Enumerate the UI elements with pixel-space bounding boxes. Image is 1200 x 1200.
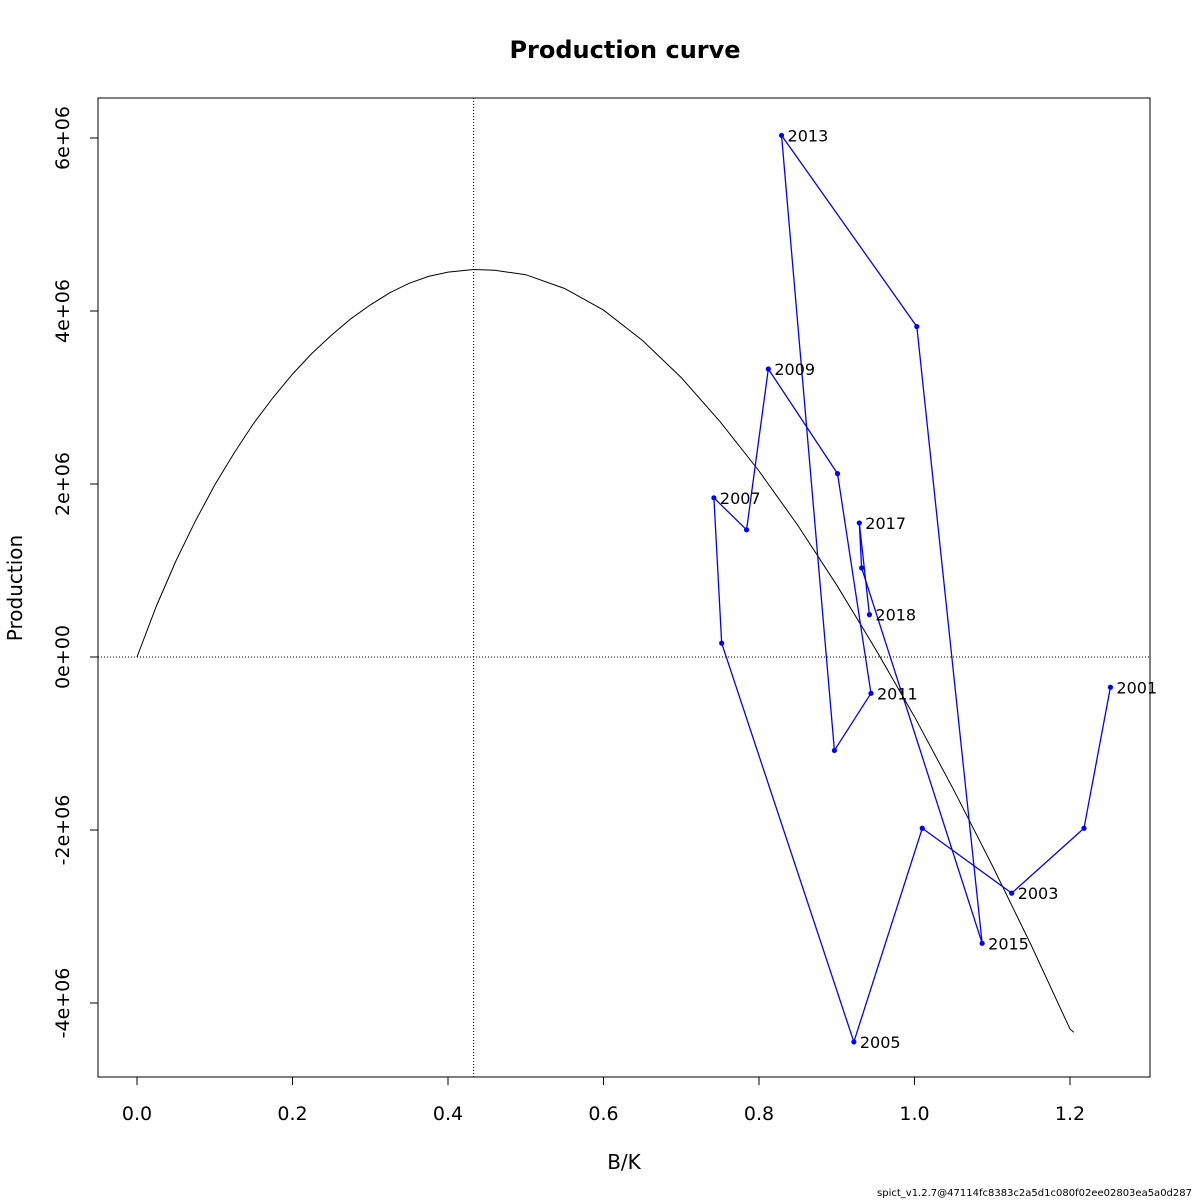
year-label: 2005 xyxy=(860,1033,901,1052)
y-tick-label: 6e+06 xyxy=(52,106,74,170)
x-tick-label: 1.0 xyxy=(899,1103,929,1125)
trajectory-segment xyxy=(853,828,923,1043)
trajectory-point xyxy=(1009,890,1015,896)
year-label: 2017 xyxy=(865,514,906,533)
year-label: 2011 xyxy=(877,684,918,703)
chart-title: Production curve xyxy=(509,36,740,64)
year-label: 2013 xyxy=(788,126,829,145)
trajectory-point xyxy=(719,640,725,646)
trajectory-segment xyxy=(745,368,769,530)
trajectory-point xyxy=(831,747,838,754)
trajectory-point xyxy=(834,471,841,477)
trajectory-point xyxy=(765,366,771,372)
year-label: 2009 xyxy=(774,360,815,379)
trajectory-segment xyxy=(780,135,836,751)
y-tick-label: 2e+06 xyxy=(52,452,74,516)
year-label: 2001 xyxy=(1116,678,1157,697)
x-tick-label: 0.8 xyxy=(744,1103,774,1125)
trajectory-segment xyxy=(1083,687,1112,829)
trajectory-segment xyxy=(916,326,983,944)
year-label: 2003 xyxy=(1018,884,1059,903)
trajectory-point xyxy=(856,520,862,526)
x-tick-label: 0.0 xyxy=(122,1103,152,1125)
trajectory-segment xyxy=(721,642,855,1043)
trajectory-segment xyxy=(781,135,918,327)
x-axis: 0.0 0.2 0.4 0.6 0.8 1.0 1.2 xyxy=(122,1076,1085,1125)
x-tick-label: 1.2 xyxy=(1055,1103,1085,1125)
production-curve-layer xyxy=(136,268,1075,1033)
production-curve xyxy=(136,268,1075,1033)
trajectory-point xyxy=(859,565,865,571)
plot-frame xyxy=(97,97,1151,1078)
year-label: 2007 xyxy=(720,489,761,508)
trajectory-point xyxy=(868,690,874,696)
y-axis-title: Production xyxy=(3,535,27,641)
trajectory-segment xyxy=(767,368,839,474)
trajectory-point xyxy=(919,825,925,831)
reference-lines xyxy=(98,98,1150,1077)
trajectory-point xyxy=(866,612,873,618)
version-footer: spict_v1.2.7@47114fc8383c2a5d1c080f02ee0… xyxy=(877,1188,1192,1199)
x-axis-title: B/K xyxy=(607,1150,641,1174)
trajectory-segment xyxy=(1011,827,1085,894)
x-tick-label: 0.2 xyxy=(277,1103,307,1125)
trajectory-layer: 2001 2003 2005 2007 2009 2011 2013 2015 2017 2018 xyxy=(711,126,1157,1052)
trajectory-segment xyxy=(713,497,723,644)
trajectory-point xyxy=(711,495,717,501)
trajectory-segment xyxy=(713,497,748,531)
trajectory-segment xyxy=(858,522,871,615)
y-axis: -4e+06 -2e+06 0e+00 2e+06 4e+06 6e+06 xyxy=(52,106,99,1039)
y-tick-label: -4e+06 xyxy=(52,968,74,1039)
x-tick-label: 0.6 xyxy=(588,1103,618,1125)
trajectory-point xyxy=(979,940,985,946)
trajectory-point xyxy=(914,323,920,330)
trajectory-point xyxy=(743,527,750,533)
trajectory-segment xyxy=(833,692,872,751)
trajectory-segment xyxy=(861,567,983,944)
trajectory-point xyxy=(1107,684,1114,690)
year-label: 2018 xyxy=(875,606,916,625)
trajectory-point xyxy=(851,1039,857,1045)
trajectory-point xyxy=(778,132,785,139)
year-label: 2015 xyxy=(988,934,1029,953)
y-tick-label: 0e+00 xyxy=(52,625,74,689)
trajectory-segment xyxy=(921,827,1013,894)
trajectory-segment xyxy=(836,473,872,694)
trajectory-point xyxy=(1081,825,1087,831)
x-tick-label: 0.4 xyxy=(433,1103,463,1125)
y-tick-label: 4e+06 xyxy=(52,279,74,343)
y-tick-label: -2e+06 xyxy=(52,795,74,866)
